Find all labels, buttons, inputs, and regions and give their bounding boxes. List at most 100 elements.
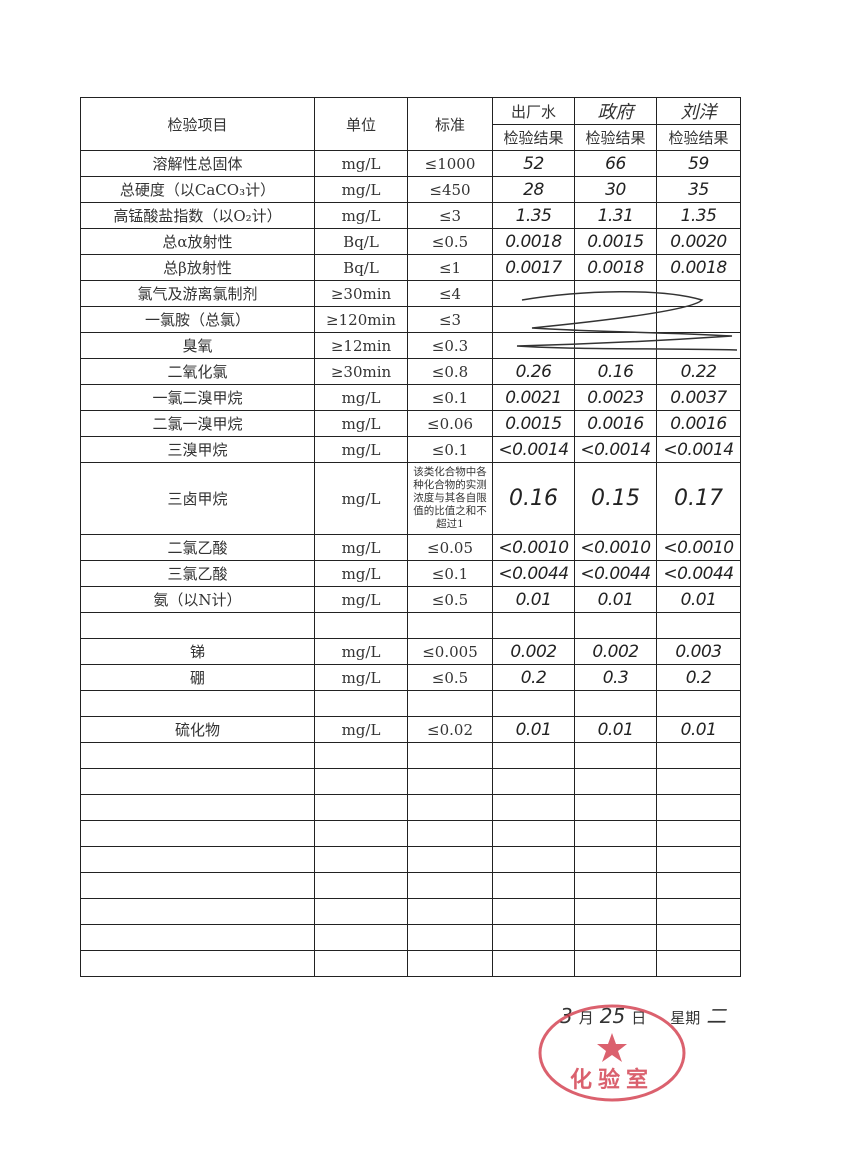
empty-cell	[407, 872, 493, 899]
result-cell-1: 0.0015	[574, 228, 657, 255]
item-cell: 高锰酸盐指数（以O₂计）	[80, 202, 315, 229]
item-cell	[80, 690, 315, 717]
standard-cell: ≤0.1	[407, 384, 493, 411]
empty-cell	[492, 950, 575, 977]
result-cell-0: 0.0017	[492, 254, 575, 281]
standard-cell: 该类化合物中各种化合物的实测浓度与其各自限值的比值之和不超过1	[407, 462, 493, 535]
empty-cell	[656, 768, 741, 795]
item-cell: 总β放射性	[80, 254, 315, 281]
item-cell: 三氯乙酸	[80, 560, 315, 587]
empty-cell	[492, 872, 575, 899]
result-cell-1	[574, 280, 657, 307]
unit-cell: mg/L	[314, 436, 408, 463]
unit-cell	[314, 612, 408, 639]
empty-cell	[656, 950, 741, 977]
item-cell: 总硬度（以CaCO₃计）	[80, 176, 315, 203]
item-cell	[80, 612, 315, 639]
weekday-value: 二	[706, 1004, 727, 1028]
empty-cell	[656, 820, 741, 847]
item-cell: 二氯乙酸	[80, 534, 315, 561]
unit-cell	[314, 690, 408, 717]
standard-cell: ≤0.1	[407, 560, 493, 587]
empty-cell	[407, 924, 493, 951]
unit-cell: mg/L	[314, 664, 408, 691]
result-cell-1: 0.01	[574, 586, 657, 613]
standard-cell	[407, 690, 493, 717]
empty-cell	[314, 898, 408, 925]
empty-cell	[407, 742, 493, 769]
empty-cell	[656, 872, 741, 899]
empty-cell	[492, 924, 575, 951]
result-cell-0	[492, 690, 575, 717]
result-cell-2: 0.2	[656, 664, 741, 691]
month-label: 月	[578, 1009, 594, 1027]
result-cell-1: 0.3	[574, 664, 657, 691]
table-row: 二氧化氯 ≥30min ≤0.8 0.26 0.16 0.22	[80, 358, 741, 385]
table-row	[80, 690, 741, 717]
unit-cell: mg/L	[314, 150, 408, 177]
empty-row	[80, 820, 741, 847]
empty-cell	[407, 846, 493, 873]
unit-cell: mg/L	[314, 176, 408, 203]
empty-cell	[80, 898, 315, 925]
result-cell-0: 1.35	[492, 202, 575, 229]
header-row: 检验项目 单位 标准 出厂水 政府 刘洋	[80, 97, 741, 151]
table-row: 锑 mg/L ≤0.005 0.002 0.002 0.003	[80, 638, 741, 665]
result-cell-0	[492, 280, 575, 307]
item-cell: 二氧化氯	[80, 358, 315, 385]
unit-cell: ≥30min	[314, 280, 408, 307]
standard-cell: ≤3	[407, 306, 493, 333]
item-cell: 氯气及游离氯制剂	[80, 280, 315, 307]
header-subrow: 检验结果 检验结果 检验结果	[81, 124, 741, 151]
item-cell: 一氯胺（总氯）	[80, 306, 315, 333]
result-cell-1: 1.31	[574, 202, 657, 229]
table-row: 三溴甲烷 mg/L ≤0.1 <0.0014 <0.0014 <0.0014	[80, 436, 741, 463]
header-item: 检验项目	[80, 97, 315, 151]
standard-cell: ≤1000	[407, 150, 493, 177]
header-site-2: 刘洋	[656, 97, 741, 125]
result-cell-2	[656, 280, 741, 307]
unit-cell: ≥120min	[314, 306, 408, 333]
empty-cell	[656, 742, 741, 769]
empty-cell	[574, 768, 657, 795]
unit-cell: ≥12min	[314, 332, 408, 359]
weekday-label: 星期	[670, 1009, 701, 1027]
standard-cell: ≤0.05	[407, 534, 493, 561]
standard-cell: ≤4	[407, 280, 493, 307]
result-cell-0: <0.0010	[492, 534, 575, 561]
empty-cell	[492, 794, 575, 821]
item-cell: 三溴甲烷	[80, 436, 315, 463]
empty-cell	[574, 950, 657, 977]
table-row: 二氯乙酸 mg/L ≤0.05 <0.0010 <0.0010 <0.0010	[80, 534, 741, 561]
result-cell-1: 0.16	[574, 358, 657, 385]
standard-cell: ≤0.06	[407, 410, 493, 437]
result-cell-2: 59	[656, 150, 741, 177]
result-cell-0: 0.2	[492, 664, 575, 691]
result-cell-2: 0.0018	[656, 254, 741, 281]
result-cell-1: 0.002	[574, 638, 657, 665]
table-row: 总硬度（以CaCO₃计） mg/L ≤450 28 30 35	[80, 176, 741, 203]
table-row: 硼 mg/L ≤0.5 0.2 0.3 0.2	[80, 664, 741, 691]
result-cell-0: 0.0015	[492, 410, 575, 437]
empty-cell	[80, 794, 315, 821]
empty-cell	[314, 872, 408, 899]
unit-cell: mg/L	[314, 462, 408, 535]
item-cell: 一氯二溴甲烷	[80, 384, 315, 411]
table-row: 三卤甲烷 mg/L 该类化合物中各种化合物的实测浓度与其各自限值的比值之和不超过1 0…	[80, 462, 741, 535]
empty-cell	[407, 950, 493, 977]
empty-cell	[656, 846, 741, 873]
table-row: 溶解性总固体 mg/L ≤1000 52 66 59	[80, 150, 741, 177]
result-cell-1: <0.0044	[574, 560, 657, 587]
unit-cell: mg/L	[314, 384, 408, 411]
result-cell-1: 30	[574, 176, 657, 203]
empty-row	[80, 898, 741, 925]
unit-cell: mg/L	[314, 586, 408, 613]
header-standard: 标准	[407, 97, 493, 151]
result-cell-2: 1.35	[656, 202, 741, 229]
result-cell-0	[492, 332, 575, 359]
empty-cell	[656, 924, 741, 951]
empty-cell	[314, 846, 408, 873]
result-cell-2: 0.0020	[656, 228, 741, 255]
unit-cell: mg/L	[314, 716, 408, 743]
result-cell-1	[574, 690, 657, 717]
